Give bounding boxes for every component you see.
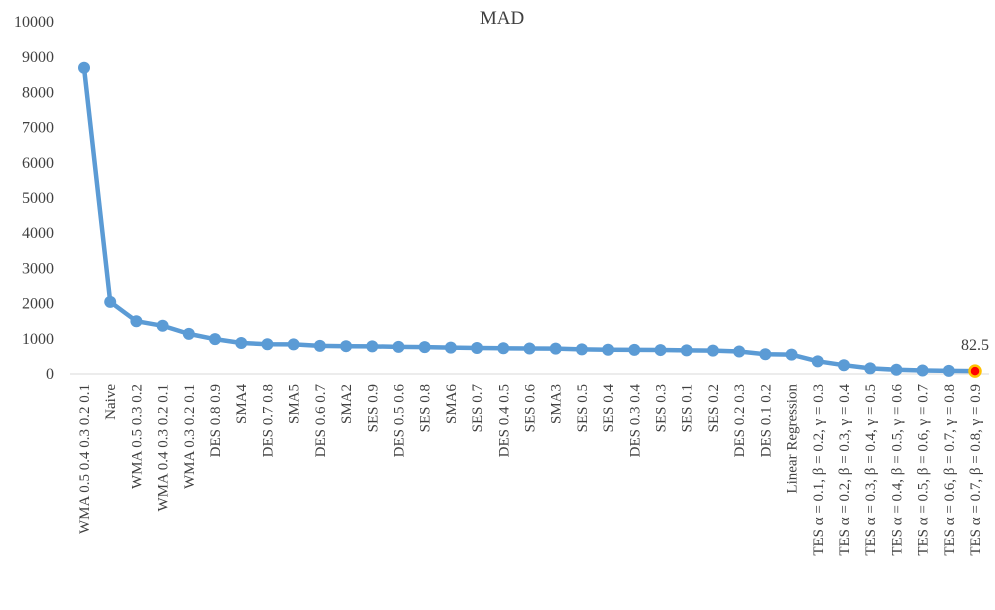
x-tick-label: SES 0.1: [680, 384, 696, 432]
y-tick-label: 8000: [22, 84, 54, 101]
y-tick-label: 3000: [22, 260, 54, 277]
x-tick-label: SMA5: [287, 384, 303, 424]
y-tick-label: 10000: [14, 14, 54, 31]
x-tick-label: SES 0.2: [706, 384, 722, 432]
data-point: [916, 364, 929, 377]
x-tick-label: DES 0.2 0.3: [732, 384, 748, 457]
data-point: [890, 363, 903, 376]
y-axis: 0 1000 2000 3000 4000 5000 6000 7000 8000 9000 100…: [14, 14, 54, 383]
x-tick-label: SES 0.7: [470, 384, 486, 433]
x-tick-label: TES α = 0.2, β = 0.3, γ = 0.4: [837, 384, 853, 556]
x-tick-label: DES 0.5 0.6: [391, 384, 407, 458]
data-point: [602, 343, 615, 356]
x-tick-label: SMA2: [339, 384, 355, 424]
data-point: [654, 344, 667, 357]
data-point: [837, 359, 850, 372]
data-point: [942, 364, 955, 377]
x-tick-label: SES 0.9: [365, 384, 381, 432]
x-tick-label: DES 0.6 0.7: [313, 384, 329, 458]
y-tick-label: 9000: [22, 49, 54, 66]
data-point: [733, 345, 746, 358]
data-point: [182, 327, 195, 340]
data-point: [156, 319, 169, 332]
x-tick-label: WMA 0.5 0.3 0.2: [129, 384, 145, 489]
y-tick-label: 2000: [22, 296, 54, 313]
x-tick-label: SMA6: [444, 384, 460, 425]
data-point: [392, 340, 405, 353]
data-point: [261, 338, 274, 351]
data-point: [628, 343, 641, 356]
x-tick-label: WMA 0.5 0.4 0.3 0.2 0.1: [77, 384, 93, 534]
y-tick-label: 6000: [22, 155, 54, 172]
data-point: [418, 341, 431, 354]
data-point: [104, 295, 117, 308]
data-point: [680, 344, 693, 357]
data-point: [287, 338, 300, 351]
x-tick-label: DES 0.8 0.9: [208, 384, 224, 457]
x-tick-label: SMA3: [549, 384, 565, 424]
chart-title: MAD: [480, 8, 524, 29]
data-point: [444, 341, 457, 354]
x-tick-label: SES 0.4: [601, 384, 617, 433]
x-tick-label: TES α = 0.3, β = 0.4, γ = 0.5: [863, 384, 879, 556]
data-label: 82.5: [961, 337, 989, 354]
y-tick-label: 4000: [22, 225, 54, 242]
x-axis: WMA 0.5 0.4 0.3 0.2 0.1 Naive WMA 0.5 0.3 …: [70, 373, 989, 556]
x-tick-label: TES α = 0.4, β = 0.5, γ = 0.6: [889, 384, 905, 556]
data-point: [811, 355, 824, 368]
data-point: [497, 342, 510, 355]
x-tick-label: SES 0.8: [418, 384, 434, 432]
x-tick-label: TES α = 0.7, β = 0.8, γ = 0.9: [968, 384, 984, 556]
data-point: [209, 333, 222, 346]
x-tick-label: SMA4: [234, 384, 250, 425]
highlight-point: [968, 364, 982, 378]
x-tick-label: DES 0.4 0.5: [496, 384, 512, 457]
data-point: [523, 342, 536, 355]
x-tick-label: DES 0.1 0.2: [758, 384, 774, 457]
x-tick-label: WMA 0.4 0.3 0.2 0.1: [156, 384, 172, 512]
data-point: [759, 348, 772, 361]
x-tick-label: TES α = 0.5, β = 0.6, γ = 0.7: [916, 384, 932, 556]
y-tick-label: 1000: [22, 331, 54, 348]
data-point: [366, 340, 379, 353]
data-point: [706, 344, 719, 357]
y-tick-label: 0: [46, 366, 54, 383]
x-tick-label: SES 0.6: [523, 384, 539, 433]
data-label-layer: 82.5: [961, 337, 989, 354]
data-point: [471, 341, 484, 354]
data-point: [549, 342, 562, 355]
x-tick-label: WMA 0.3 0.2 0.1: [182, 384, 198, 489]
data-point: [575, 343, 588, 356]
data-point: [130, 315, 143, 328]
x-tick-label: SES 0.3: [654, 384, 670, 432]
data-point: [235, 337, 248, 350]
data-point: [340, 340, 353, 353]
x-tick-label: TES α = 0.1, β = 0.2, γ = 0.3: [811, 384, 827, 556]
data-point: [864, 362, 877, 375]
x-tick-label: DES 0.7 0.8: [260, 384, 276, 457]
x-tick-label: Naive: [103, 384, 119, 420]
x-tick-label: DES 0.3 0.4: [627, 384, 643, 458]
x-tick-label: TES α = 0.6, β = 0.7, γ = 0.8: [942, 384, 958, 556]
data-point: [78, 61, 90, 74]
y-tick-label: 5000: [22, 190, 54, 207]
data-point: [313, 339, 326, 352]
data-point: [785, 348, 798, 361]
y-tick-label: 7000: [22, 120, 54, 137]
series-line: [81, 65, 978, 374]
x-tick-label: SES 0.5: [575, 384, 591, 432]
x-tick-label: Linear Regression: [785, 384, 801, 494]
series-layer: [78, 61, 982, 378]
